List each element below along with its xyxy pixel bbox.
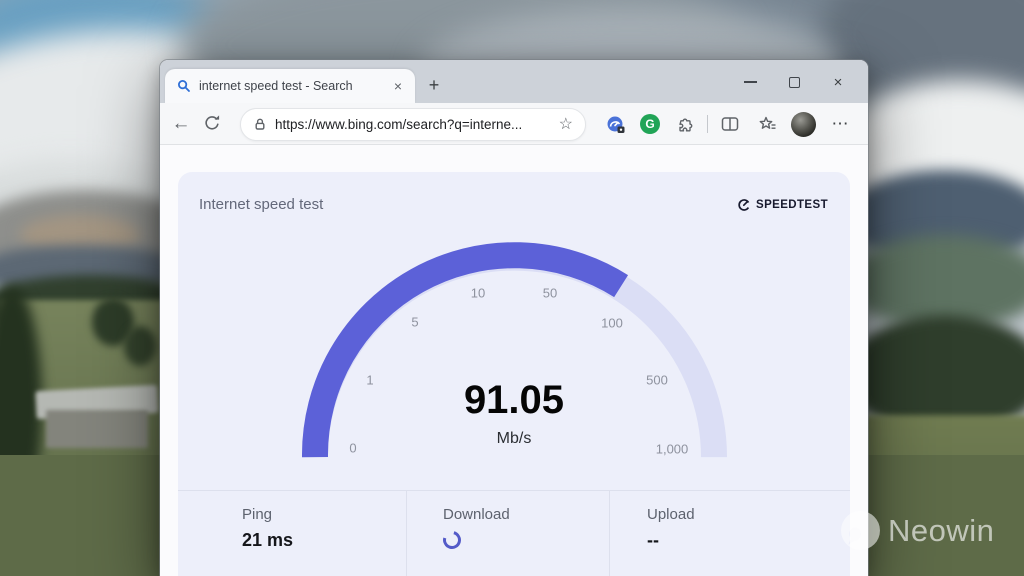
speed-unit: Mb/s <box>496 430 532 447</box>
tab-internet-speed-test[interactable]: internet speed test - Search × <box>165 69 415 103</box>
profile-button[interactable] <box>790 108 816 141</box>
tree <box>124 326 156 366</box>
ping-value: 21 ms <box>242 530 294 550</box>
split-screen-button[interactable] <box>717 108 743 141</box>
stats-row: Ping 21 ms Download Upload -- <box>178 490 850 576</box>
grammarly-icon: G <box>640 114 660 134</box>
gauge-tick-label: 500 <box>646 372 668 388</box>
minimize-button[interactable] <box>733 70 767 94</box>
gauge-track-arc <box>302 244 727 458</box>
tab-strip: internet speed test - Search × + × <box>160 60 868 103</box>
ping-label: Ping <box>242 506 273 523</box>
puzzle-icon <box>679 118 693 132</box>
speedtest-brand: SPEEDTEST <box>737 198 828 212</box>
favorites-star-icon <box>759 116 775 129</box>
toolbar-divider <box>706 108 708 141</box>
browser-window: internet speed test - Search × + × ← <box>159 59 869 576</box>
neowin-watermark-text: Neowin <box>888 512 995 548</box>
neowin-logo-icon <box>841 511 880 550</box>
card-title: Internet speed test <box>199 196 324 213</box>
favorites-hub-button[interactable] <box>754 108 780 141</box>
upload-label: Upload <box>647 506 695 523</box>
minimize-icon <box>743 81 757 83</box>
loading-spinner-icon <box>439 527 465 553</box>
hut <box>46 410 148 448</box>
favorite-star-icon[interactable]: ☆ <box>558 116 573 133</box>
speedtest-logo-icon <box>738 199 750 211</box>
url-text[interactable]: https://www.bing.com/search?q=interne... <box>275 116 523 132</box>
page-content: Internet speed test SPEEDTEST 0 1 5 10 5… <box>160 146 868 576</box>
upload-value: -- <box>647 530 659 550</box>
speed-gauge <box>301 242 727 458</box>
gauge-tick-label: 50 <box>542 285 558 301</box>
speedtest-extension-button[interactable] <box>602 108 628 141</box>
avatar <box>790 111 816 137</box>
tab-title: internet speed test - Search <box>199 79 353 93</box>
gauge-filled-arc <box>301 242 629 458</box>
gauge-tick-label: 0 <box>349 440 357 456</box>
speedtest-extension-icon <box>607 116 624 133</box>
split-screen-icon <box>721 117 739 131</box>
neowin-watermark: Neowin <box>840 510 994 551</box>
new-tab-button[interactable]: + <box>428 74 440 95</box>
settings-menu-button[interactable]: ⋯ <box>831 114 849 133</box>
download-stat: Download <box>407 491 610 576</box>
address-bar[interactable]: https://www.bing.com/search?q=interne...… <box>240 107 586 141</box>
ping-stat: Ping 21 ms <box>178 491 407 576</box>
tab-close-icon[interactable]: × <box>393 78 403 94</box>
extensions-button[interactable] <box>672 108 698 141</box>
gauge-tick-label: 10 <box>470 285 486 301</box>
back-button[interactable]: ← <box>171 112 191 134</box>
download-label: Download <box>443 506 510 523</box>
refresh-button[interactable] <box>196 109 226 139</box>
gauge-tick-label: 5 <box>411 314 419 330</box>
gauge-tick-label: 1 <box>366 372 374 388</box>
gauge-tick-label: 100 <box>601 315 623 331</box>
speed-test-card: Internet speed test SPEEDTEST 0 1 5 10 5… <box>178 172 850 576</box>
search-favicon-icon <box>177 79 190 92</box>
close-window-button[interactable]: × <box>833 73 843 91</box>
maximize-icon <box>788 76 800 88</box>
mountain-slope <box>845 235 1024 330</box>
lock-icon <box>255 118 265 130</box>
gauge-tick-label: 1,000 <box>655 441 689 457</box>
maximize-button[interactable] <box>777 70 811 94</box>
grammarly-extension-button[interactable]: G <box>637 108 663 141</box>
refresh-icon <box>204 115 219 130</box>
upload-stat: Upload -- <box>610 491 850 576</box>
browser-toolbar: ← https://www.bing.com/search?q=interne.… <box>160 103 868 145</box>
speedtest-brand-label: SPEEDTEST <box>756 199 828 211</box>
speed-value: 91.05 <box>463 378 565 422</box>
